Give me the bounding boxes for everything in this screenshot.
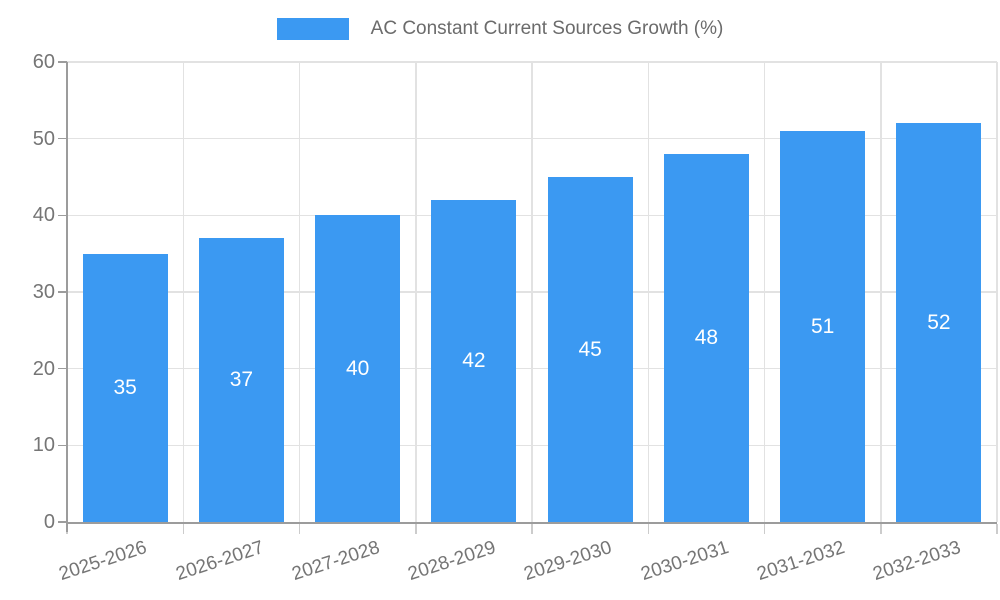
bar[interactable] (547, 177, 633, 522)
y-axis-tick (58, 521, 67, 523)
x-tick-label: 2029-2030 (521, 537, 615, 586)
x-axis-tick (298, 524, 301, 534)
x-axis-tick (182, 524, 184, 534)
legend-swatch (276, 18, 349, 40)
bar[interactable] (315, 215, 401, 522)
x-axis-tick (996, 524, 998, 534)
y-tick-label: 60 (32, 51, 55, 73)
x-axis-tick (880, 524, 882, 534)
gridline-vertical (880, 62, 882, 522)
bar[interactable] (431, 200, 517, 522)
y-tick-label: 30 (32, 281, 55, 303)
y-axis-tick (58, 214, 67, 217)
y-axis-tick (58, 444, 67, 447)
y-tick-label: 50 (32, 127, 55, 150)
x-axis-line (67, 522, 997, 524)
x-tick-label: 2026-2027 (172, 537, 266, 586)
gridline-vertical (182, 62, 184, 522)
gridline-vertical (531, 62, 533, 522)
plot-area: 0 10 20 30 40 50 60 35 2025-2026 37 2026-2027 40 202… (33, 51, 998, 585)
bar[interactable] (663, 154, 749, 522)
x-axis-tick (531, 524, 533, 534)
gridline-vertical (298, 62, 301, 522)
y-tick-label: 40 (32, 204, 55, 227)
bar[interactable] (780, 131, 866, 522)
x-axis-tick (763, 524, 766, 534)
y-axis-tick (58, 137, 67, 140)
y-tick-label: 10 (32, 434, 55, 457)
y-tick-label: 20 (32, 357, 55, 380)
x-tick-label: 2030-2031 (637, 537, 731, 586)
legend-label: AC Constant Current Sources Growth (%) (370, 18, 724, 39)
bar[interactable] (198, 238, 284, 522)
gridline-vertical (763, 62, 766, 522)
y-axis-line (66, 62, 68, 532)
x-tick-label: 2028-2029 (405, 537, 499, 586)
x-axis-tick (415, 524, 417, 534)
gridline-vertical (996, 62, 998, 522)
x-tick-label: 2027-2028 (289, 537, 383, 586)
y-axis-tick (58, 61, 67, 63)
x-tick-label: 2031-2032 (754, 537, 848, 586)
gridline-vertical (415, 62, 417, 522)
y-tick-label: 0 (43, 511, 55, 533)
bar[interactable] (82, 253, 168, 522)
x-axis-tick (647, 524, 649, 534)
x-tick-label: 2025-2026 (56, 537, 150, 586)
gridline-vertical (647, 62, 649, 522)
y-axis-tick (58, 367, 67, 370)
x-tick-label: 2032-2033 (870, 537, 964, 586)
y-axis-tick (58, 291, 67, 293)
legend[interactable]: AC Constant Current Sources Growth (%) (0, 18, 1000, 40)
bar[interactable] (896, 123, 982, 522)
